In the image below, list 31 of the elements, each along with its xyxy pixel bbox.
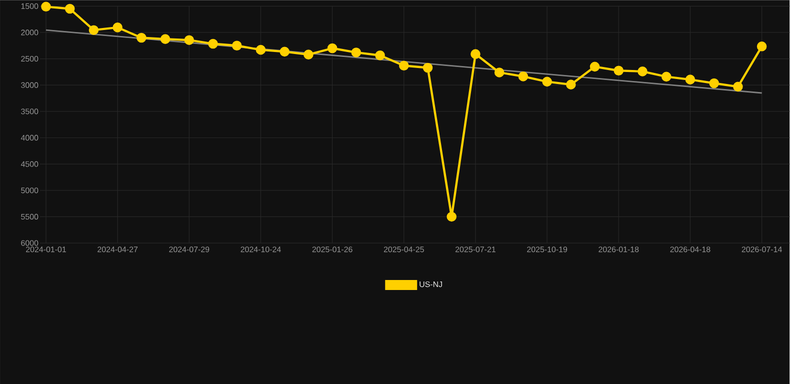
point: [327, 43, 338, 54]
point: [399, 60, 409, 71]
point: [208, 38, 218, 49]
point: [709, 78, 719, 88]
point: [446, 212, 457, 222]
point: [590, 62, 600, 72]
point: [160, 34, 170, 44]
point: [112, 22, 122, 32]
point: [756, 42, 767, 52]
point: [64, 4, 75, 14]
point: [470, 49, 480, 59]
point: [304, 50, 314, 60]
point: [232, 40, 242, 51]
point: [136, 32, 146, 43]
point: [494, 68, 504, 78]
point: [685, 74, 696, 84]
point: [280, 46, 290, 57]
point: [41, 2, 51, 12]
point: [375, 50, 385, 60]
point: [351, 48, 362, 58]
point: [733, 82, 743, 92]
point: [542, 76, 552, 87]
point: [661, 72, 672, 82]
point: [638, 66, 648, 76]
point: [256, 44, 266, 55]
point: [184, 35, 194, 45]
point: [422, 62, 433, 73]
point: [88, 25, 99, 35]
point: [518, 72, 528, 82]
point: [566, 80, 576, 90]
point: [614, 66, 624, 76]
